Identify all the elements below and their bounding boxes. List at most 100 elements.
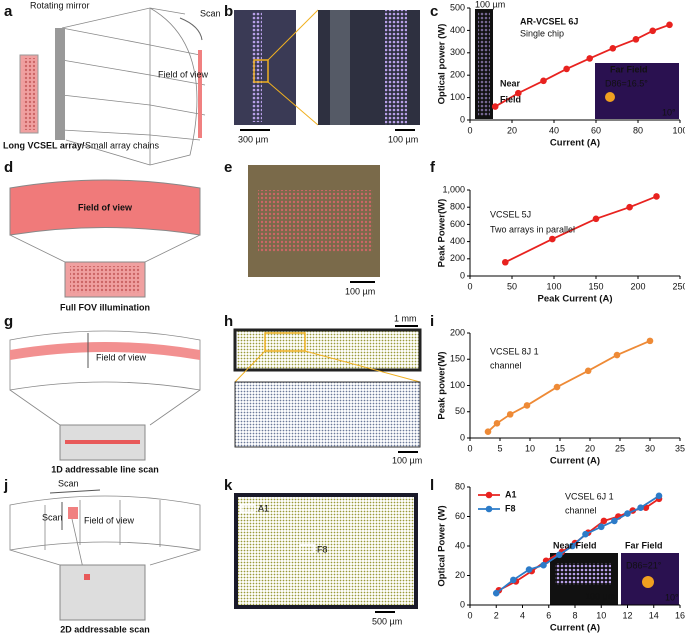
point	[492, 589, 500, 597]
panel-label: b	[224, 3, 233, 20]
diagram-e: 100 µm	[248, 165, 380, 296]
point	[549, 235, 556, 243]
annotation: Single chip	[520, 28, 564, 38]
point	[563, 65, 570, 73]
x-axis-label: Current (A)	[550, 138, 600, 149]
label: 100 µm	[345, 286, 375, 296]
annotation: VCSEL 8J 1	[490, 346, 539, 356]
label: F8	[317, 544, 328, 554]
image	[330, 10, 350, 125]
x-tick-label: 200	[630, 281, 645, 291]
point	[637, 504, 644, 511]
image	[234, 10, 296, 125]
scan-line	[10, 342, 200, 360]
point	[626, 203, 633, 211]
active-line	[65, 440, 140, 444]
label: 500 µm	[372, 616, 402, 626]
y-tick-label: 100	[450, 92, 465, 102]
panel-label: h	[224, 313, 233, 330]
label: Field of view	[84, 515, 135, 525]
annotation: Near Field	[553, 540, 597, 550]
label: Field of view	[78, 202, 133, 212]
x-axis-label: Current (A)	[550, 456, 600, 467]
fov-strip	[198, 50, 202, 138]
point	[586, 55, 593, 62]
zoom-lines	[267, 9, 319, 126]
point	[540, 77, 547, 85]
point	[553, 383, 561, 391]
diagram-a: Rotating mirror Scan Field of view Long …	[3, 0, 221, 166]
label: Scan	[58, 478, 79, 488]
x-axis-label: Peak Current (A)	[538, 294, 613, 305]
image	[233, 328, 422, 372]
point	[491, 103, 499, 110]
point	[484, 428, 492, 436]
point	[515, 89, 522, 97]
y-tick-label: 200	[450, 253, 465, 263]
far-field-spot	[605, 92, 615, 102]
panel-label: i	[430, 313, 434, 330]
annotation: Far Field	[610, 64, 648, 74]
far-field-spot	[642, 576, 654, 588]
x-tick-label: 80	[633, 125, 643, 135]
x-tick-label: 150	[588, 281, 603, 291]
panel-label: c	[430, 3, 438, 20]
point	[523, 402, 531, 409]
point	[555, 551, 563, 559]
x-tick-label: 35	[675, 443, 685, 453]
label: Rotating mirror	[30, 0, 90, 10]
annotation: AR-VCSEL 6J	[520, 16, 578, 26]
y-tick-label: 600	[450, 219, 465, 229]
label: Long VCSEL array/	[3, 140, 85, 150]
label: 1 mm	[394, 313, 417, 323]
label: Full FOV illumination	[60, 302, 150, 312]
annotation: Field	[500, 94, 521, 104]
arrow	[49, 489, 101, 494]
x-tick-label: 0	[467, 125, 472, 135]
label: 100 µm	[388, 134, 418, 144]
y-tick-label: 800	[450, 202, 465, 212]
x-tick-label: 8	[572, 610, 577, 620]
y-tick-label: 400	[450, 236, 465, 246]
x-tick-label: 12	[622, 610, 632, 620]
panel-label: d	[4, 159, 13, 176]
point	[506, 411, 514, 418]
x-tick-label: 250	[672, 281, 685, 291]
label: 2D addressable scan	[60, 624, 150, 634]
point	[584, 367, 592, 375]
panel-label: j	[3, 477, 8, 494]
x-tick-label: 5	[497, 443, 502, 453]
scan-arrow	[179, 17, 203, 41]
point	[611, 517, 618, 525]
label: Field of view	[96, 352, 147, 362]
panel-label: a	[4, 3, 13, 20]
point	[597, 523, 605, 531]
y-tick-label: 200	[450, 70, 465, 80]
label: A1	[258, 503, 269, 513]
marker	[299, 544, 315, 553]
x-tick-label: 2	[494, 610, 499, 620]
active-cell	[84, 574, 90, 580]
mirror	[55, 28, 65, 140]
annotation: Two arrays in parallel	[490, 224, 575, 234]
image	[234, 381, 421, 448]
x-tick-label: 25	[615, 443, 625, 453]
y-tick-label: 80	[455, 481, 465, 491]
image	[252, 12, 262, 122]
annotation: D86=16.5°	[605, 78, 648, 88]
panel-label: l	[430, 477, 434, 494]
panel-label: f	[430, 159, 436, 176]
y-tick-label: 0	[460, 599, 465, 609]
panel-label: e	[224, 159, 232, 176]
zoom-lines	[234, 350, 421, 383]
label: Field of view	[158, 69, 209, 79]
y-tick-label: 150	[450, 354, 465, 364]
x-tick-label: 60	[591, 125, 601, 135]
x-tick-label: 10	[596, 610, 606, 620]
panel-label: k	[224, 477, 233, 494]
x-tick-label: 20	[507, 125, 517, 135]
x-tick-label: 0	[467, 443, 472, 453]
zoom-box	[253, 59, 269, 83]
x-tick-label: 0	[467, 281, 472, 291]
